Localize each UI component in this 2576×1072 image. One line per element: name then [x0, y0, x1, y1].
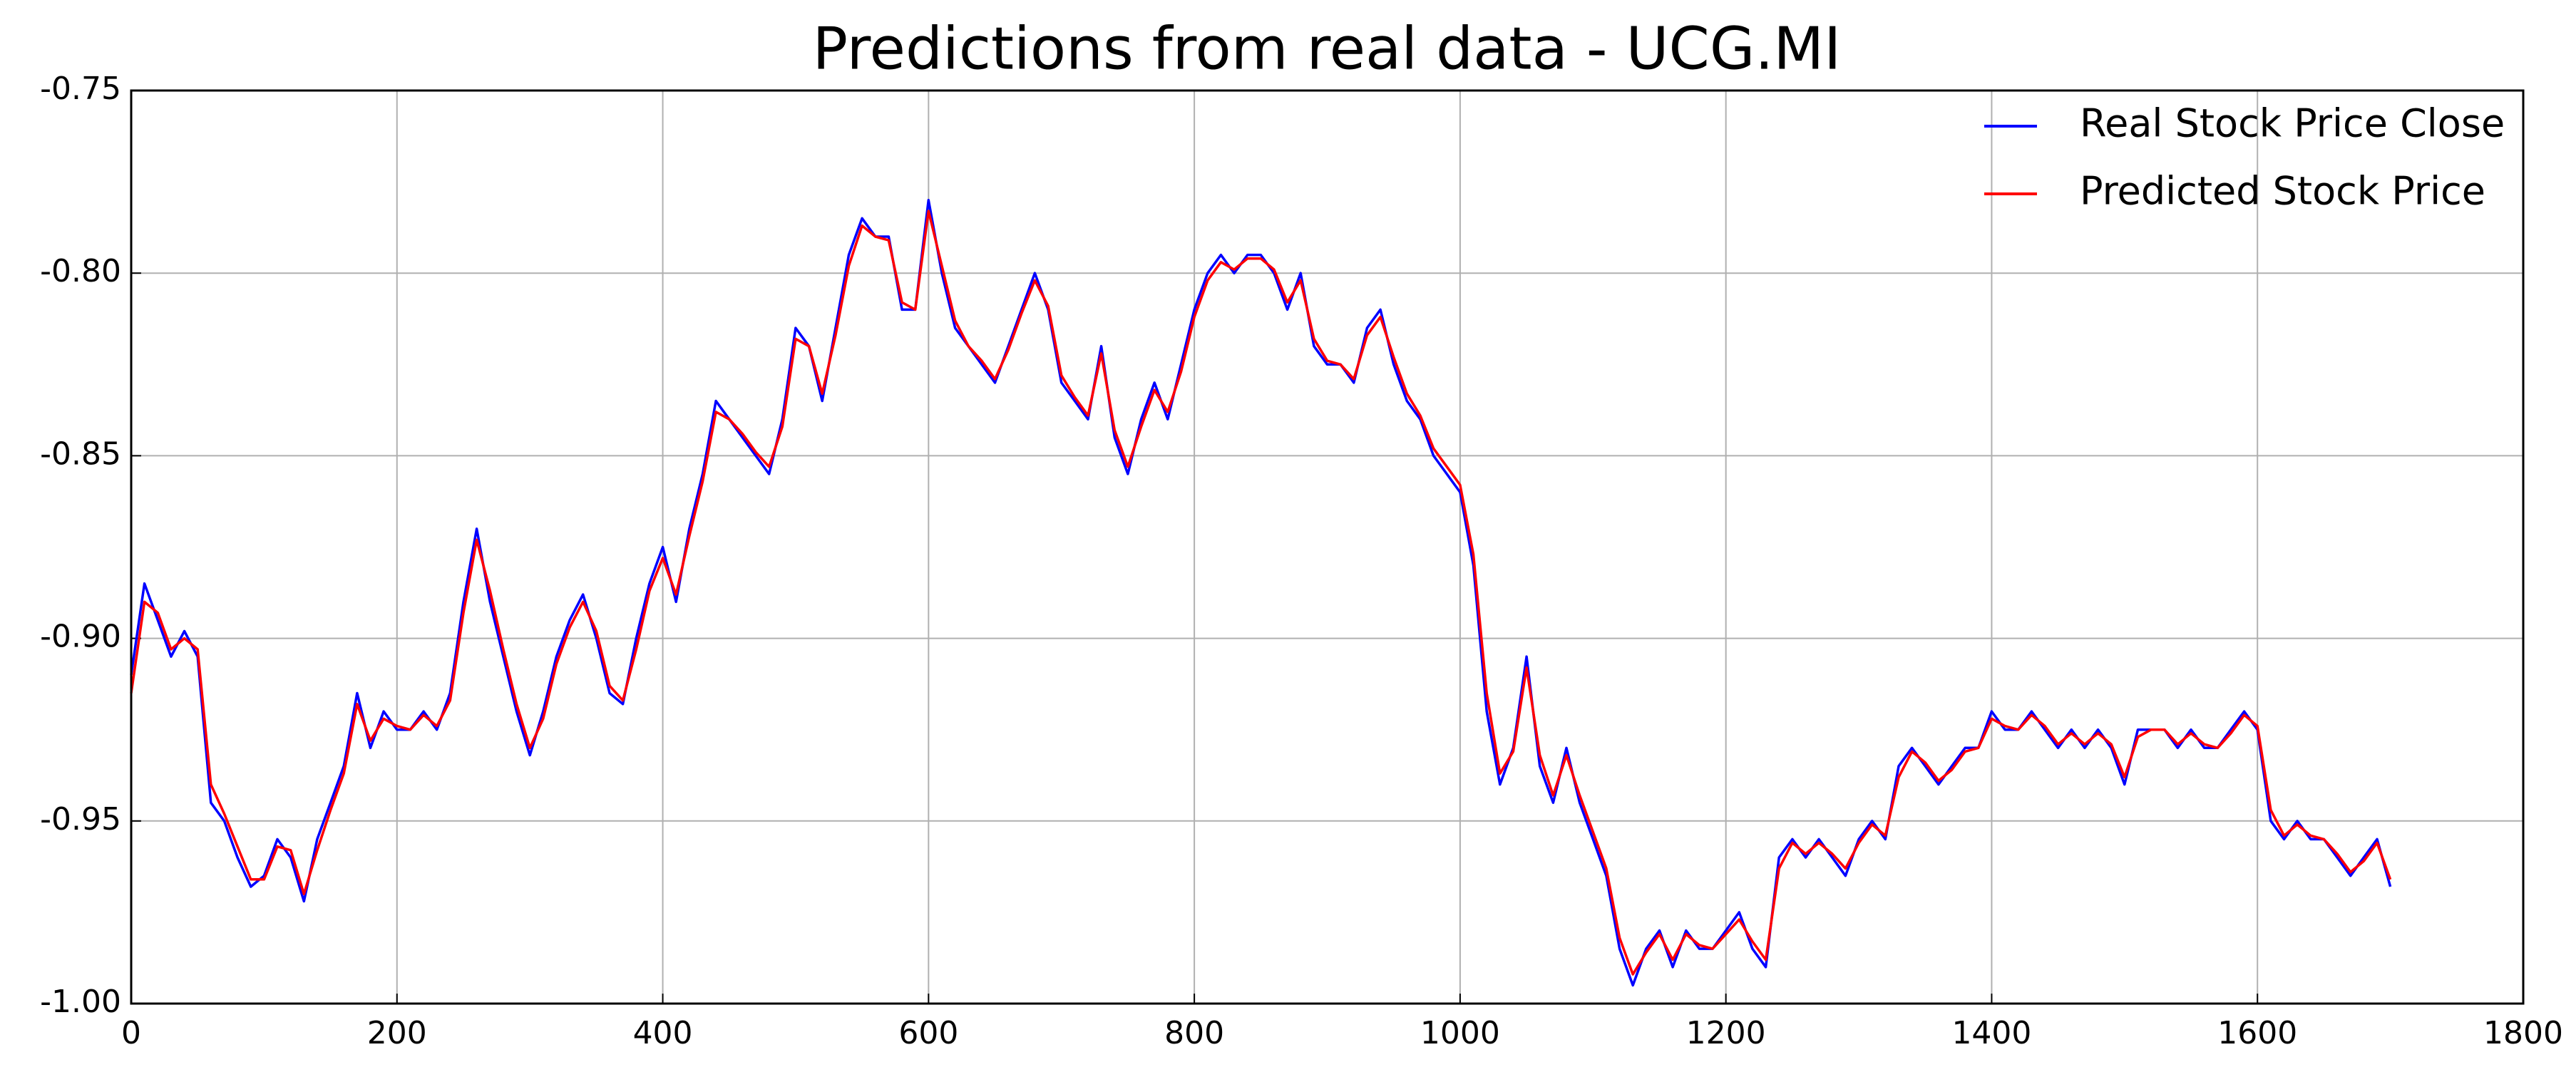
x-tick-label: 800 — [1164, 1015, 1224, 1051]
plot-frame — [130, 89, 2525, 1005]
x-tick-label: 1600 — [2217, 1015, 2297, 1051]
x-tick-label: 200 — [367, 1015, 427, 1051]
legend-label: Predicted Stock Price — [2080, 169, 2485, 214]
y-tick-label: -1.00 — [40, 984, 121, 1020]
x-tick-label: 0 — [121, 1015, 141, 1051]
y-tick-label: -0.95 — [40, 801, 121, 838]
legend-label: Real Stock Price Close — [2080, 101, 2505, 146]
x-tick-label: 400 — [633, 1015, 693, 1051]
x-tick-label: 1200 — [1686, 1015, 1766, 1051]
x-tick-label: 600 — [898, 1015, 958, 1051]
x-tick-label: 1000 — [1420, 1015, 1500, 1051]
series-line — [130, 210, 2392, 976]
y-tick-label: -0.80 — [40, 253, 121, 289]
y-tick-label: -0.90 — [40, 619, 121, 655]
y-tick-label: -0.75 — [40, 71, 121, 107]
chart-title: Predictions from real data - UCG.MI — [813, 15, 1842, 83]
x-tick-label: 1800 — [2483, 1015, 2563, 1051]
y-tick-label: -0.85 — [40, 436, 121, 472]
x-tick-label: 1400 — [1951, 1015, 2031, 1051]
